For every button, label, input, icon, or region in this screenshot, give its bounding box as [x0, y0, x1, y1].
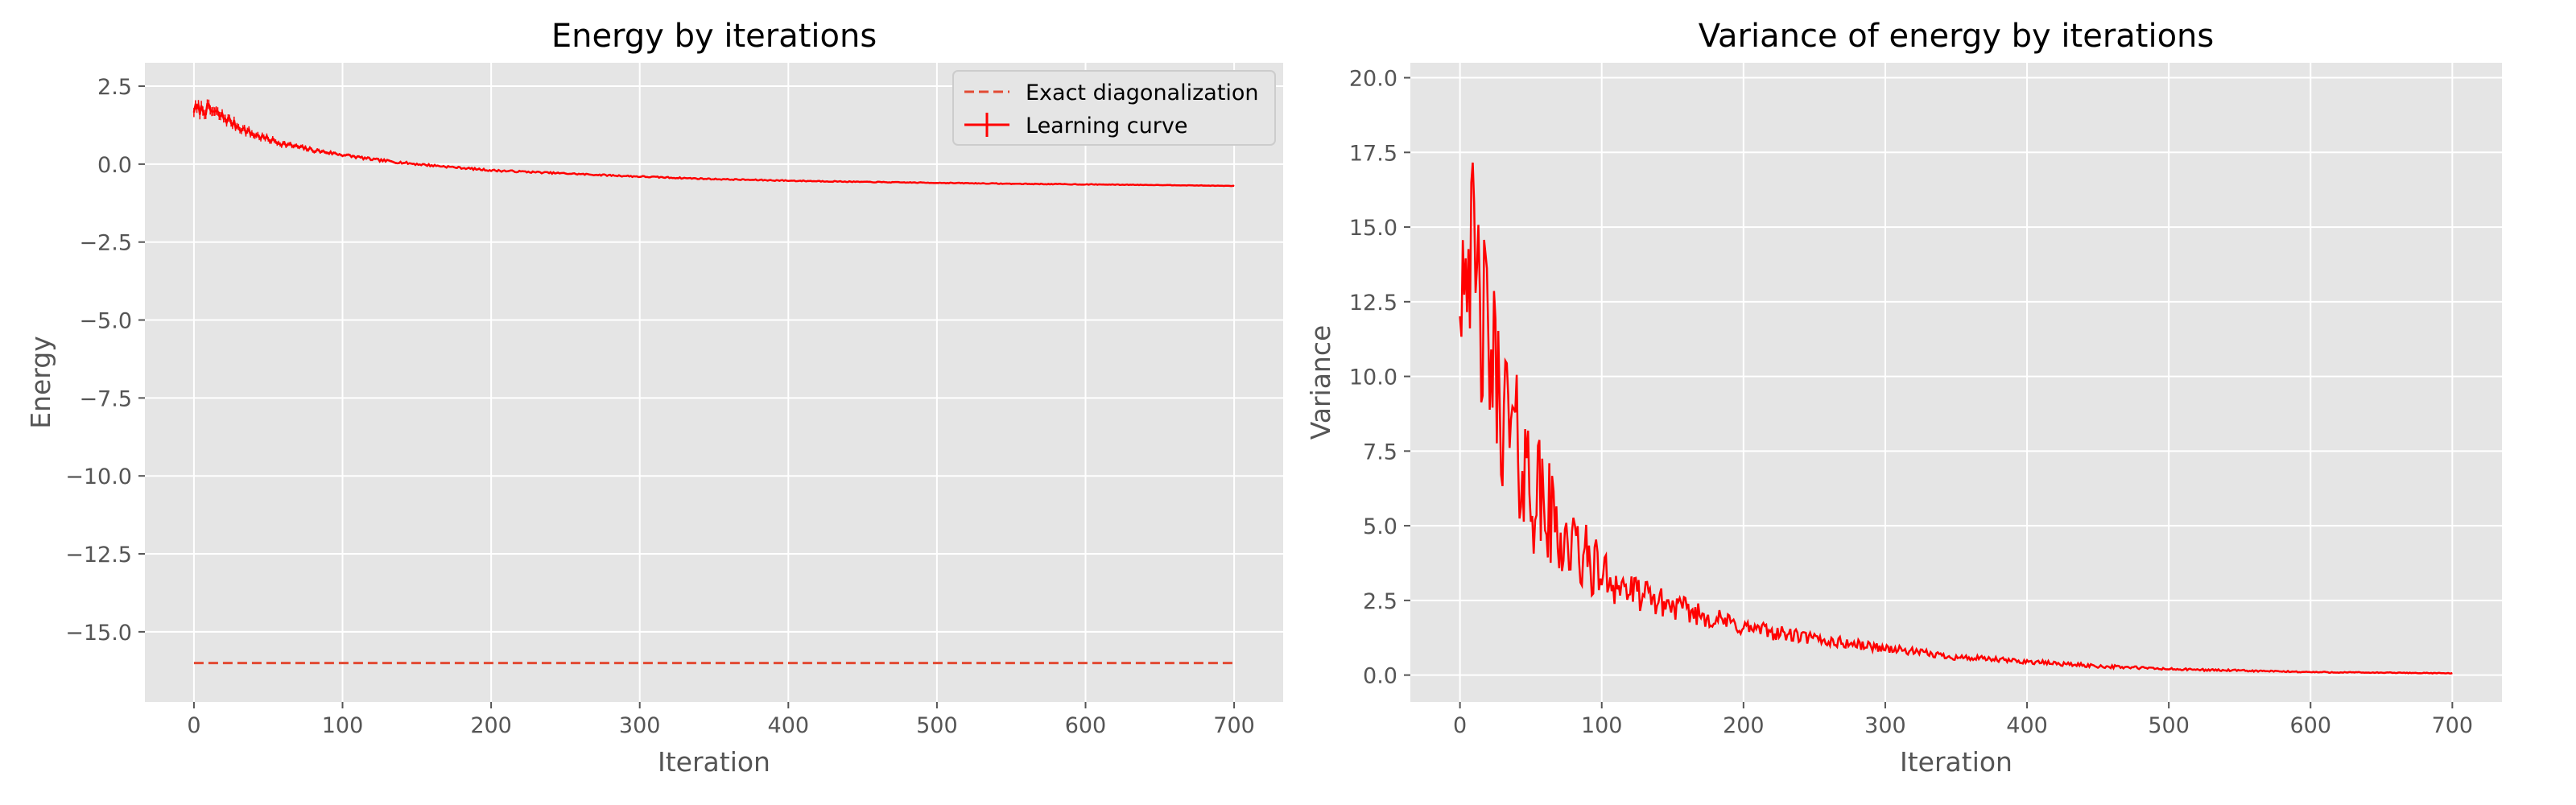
- energy-x-tick-label: 700: [1213, 713, 1255, 738]
- energy-x-tick-label: 200: [470, 713, 512, 738]
- variance-y-tick-label: 15.0: [1349, 216, 1397, 241]
- legend-box: [952, 70, 1276, 146]
- variance-x-tick-label: 400: [2006, 713, 2048, 738]
- variance-y-tick-label: 12.5: [1349, 291, 1397, 316]
- energy-chart-title: Energy by iterations: [551, 18, 877, 55]
- variance-x-tick-label: 500: [2148, 713, 2190, 738]
- energy-y-axis-label: Energy: [25, 336, 56, 429]
- variance-y-tick-label: 7.5: [1363, 440, 1397, 464]
- energy-y-tick-label: 2.5: [97, 75, 132, 100]
- energy-y-tick-label: −2.5: [79, 231, 132, 256]
- legend-learning-label: Learning curve: [1026, 114, 1187, 138]
- energy-series: [192, 99, 1235, 665]
- energy-x-tick-label: 300: [619, 713, 661, 738]
- energy-legend: Exact diagonalization Learning curve: [952, 70, 1276, 146]
- variance-plot-background: [1410, 63, 2502, 702]
- variance-x-tick-label: 0: [1453, 713, 1467, 738]
- variance-y-tick-label: 10.0: [1349, 365, 1397, 390]
- variance-x-tick-label: 600: [2289, 713, 2331, 738]
- variance-grid: [1410, 63, 2502, 702]
- variance-series: [1459, 162, 2453, 675]
- variance-x-tick-label: 100: [1581, 713, 1623, 738]
- variance-x-tick-label: 200: [1723, 713, 1765, 738]
- variance-y-tick-label: 5.0: [1363, 514, 1397, 539]
- energy-x-tick-label: 500: [916, 713, 958, 738]
- variance-line: [1459, 162, 2453, 675]
- energy-chart: 0 100 200 300 400 500 600 700 2.5 0.0 −2.5 −5.0 −7.5…: [25, 18, 1283, 778]
- energy-y-tick-label: −12.5: [65, 543, 132, 568]
- legend-exact-label: Exact diagonalization: [1026, 80, 1259, 105]
- energy-ticks: 0 100 200 300 400 500 600 700 2.5 0.0 −2.5 −5.0 −7.5…: [65, 75, 1255, 738]
- energy-plot-background: [145, 63, 1283, 702]
- energy-y-tick-label: 0.0: [97, 153, 132, 178]
- energy-x-tick-label: 600: [1065, 713, 1107, 738]
- variance-x-tick-label: 300: [1864, 713, 1906, 738]
- variance-chart: 0 100 200 300 400 500 600 700 0.0 2.5 5.0 7.5 10.0 12…: [1305, 18, 2502, 778]
- variance-y-tick-label: 17.5: [1349, 141, 1397, 166]
- energy-x-tick-label: 100: [322, 713, 364, 738]
- variance-y-tick-label: 20.0: [1349, 67, 1397, 92]
- variance-y-tick-label: 2.5: [1363, 589, 1397, 614]
- energy-x-tick-label: 0: [187, 713, 200, 738]
- variance-y-tick-label: 0.0: [1363, 664, 1397, 689]
- energy-y-tick-label: −15.0: [65, 621, 132, 646]
- energy-y-tick-label: −10.0: [65, 464, 132, 489]
- variance-x-axis-label: Iteration: [1900, 746, 2013, 778]
- variance-x-tick-label: 700: [2432, 713, 2474, 738]
- energy-grid: [145, 63, 1283, 702]
- variance-ticks: 0 100 200 300 400 500 600 700 0.0 2.5 5.0 7.5 10.0 12…: [1349, 67, 2473, 738]
- energy-x-tick-label: 400: [768, 713, 810, 738]
- energy-y-tick-label: −5.0: [79, 309, 132, 334]
- energy-y-tick-label: −7.5: [79, 386, 132, 411]
- learning-curve-line: [192, 101, 1235, 188]
- energy-x-axis-label: Iteration: [658, 746, 770, 778]
- variance-y-axis-label: Variance: [1305, 325, 1336, 440]
- variance-chart-title: Variance of energy by iterations: [1699, 18, 2214, 55]
